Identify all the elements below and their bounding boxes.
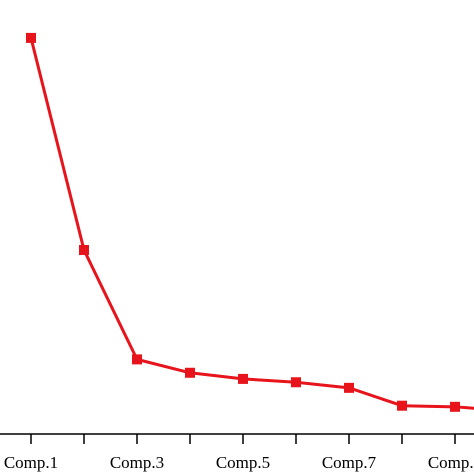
data-point-comp-9 (450, 401, 460, 412)
plot-area (26, 32, 474, 412)
data-point-comp-5 (238, 373, 248, 384)
x-axis: Comp.1 Comp.3 Comp.5 Comp.7 Comp.9 (0, 433, 474, 472)
x-tick-label: Comp.3 (110, 453, 164, 472)
data-point-comp-2 (79, 244, 89, 255)
x-tick-label: Comp.5 (216, 453, 270, 472)
x-tick-label: Comp.1 (4, 453, 58, 472)
data-point-comp-7 (344, 382, 354, 393)
data-point-comp-3 (132, 354, 142, 365)
x-tick-label: Comp.7 (322, 453, 377, 472)
x-tick-label: Comp.9 (428, 453, 474, 472)
data-point-comp-6 (291, 377, 301, 388)
data-point-comp-1 (26, 32, 36, 43)
data-point-comp-8 (397, 400, 407, 411)
data-point-comp-4 (185, 367, 195, 378)
series-line (29, 37, 474, 410)
